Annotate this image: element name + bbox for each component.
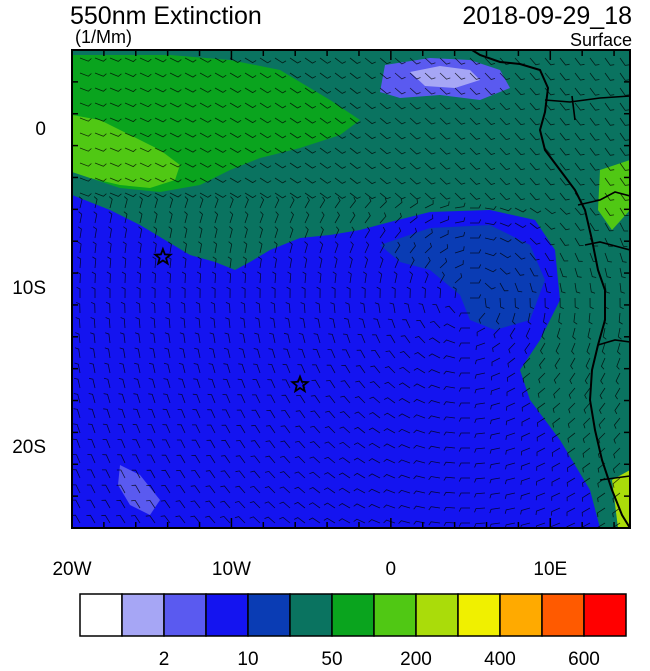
lon-label: 10E — [533, 559, 568, 580]
map-title: 550nm Extinction — [70, 2, 262, 30]
colorbar-box-4 — [247, 593, 291, 637]
colorbar-label: 50 — [321, 649, 343, 670]
lat-label: 10S — [12, 278, 46, 299]
star-marker-2 — [290, 374, 310, 394]
wind-barbs — [72, 57, 630, 528]
colorbar-box-5 — [289, 593, 333, 637]
colorbar-box-8 — [415, 593, 459, 637]
lat-label: 0 — [35, 118, 46, 140]
field-band-0-2 — [410, 66, 480, 88]
colorbar-box-9 — [457, 593, 501, 637]
wind-barb-field — [72, 57, 630, 528]
lon-label: 20W — [52, 559, 92, 580]
colorbar-label: 400 — [484, 649, 516, 670]
axis-ticks — [71, 49, 630, 529]
colorbar-label: 2 — [158, 649, 170, 670]
colorbar-box-3 — [205, 593, 249, 637]
colorbar-box-0 — [79, 593, 123, 637]
colorbar-box-6 — [331, 593, 375, 637]
country-borders — [544, 95, 630, 481]
datetime-label: 2018-09-29_18 — [462, 2, 632, 30]
level-label: Surface — [569, 30, 632, 50]
field-band-400-600-coast — [598, 160, 630, 230]
colorbar-label: 10 — [237, 649, 259, 670]
field-band-400-600-south — [612, 470, 630, 528]
colorbar-label: 600 — [568, 649, 600, 670]
field-band-2-10-sw — [118, 465, 160, 515]
field-band-400-600 — [72, 115, 180, 188]
colorbar-box-12 — [583, 593, 627, 637]
lon-label: 10W — [211, 559, 251, 580]
colorbar-box-7 — [373, 593, 417, 637]
star-marker-1 — [152, 246, 173, 266]
units-label: (1/Mm) — [75, 27, 132, 47]
colorbar-box-11 — [541, 593, 585, 637]
lon-label: 0 — [385, 559, 397, 580]
lat-label: 20S — [12, 437, 46, 459]
coastline — [471, 50, 630, 528]
station-markers — [152, 246, 310, 394]
colorbar-label: 200 — [400, 649, 432, 670]
colorbar-box-2 — [163, 593, 207, 637]
field-band-10-50 — [380, 225, 545, 330]
colorbar-box-10 — [499, 593, 543, 637]
colorbar-box-1 — [121, 593, 165, 637]
plot-frame — [71, 49, 631, 529]
